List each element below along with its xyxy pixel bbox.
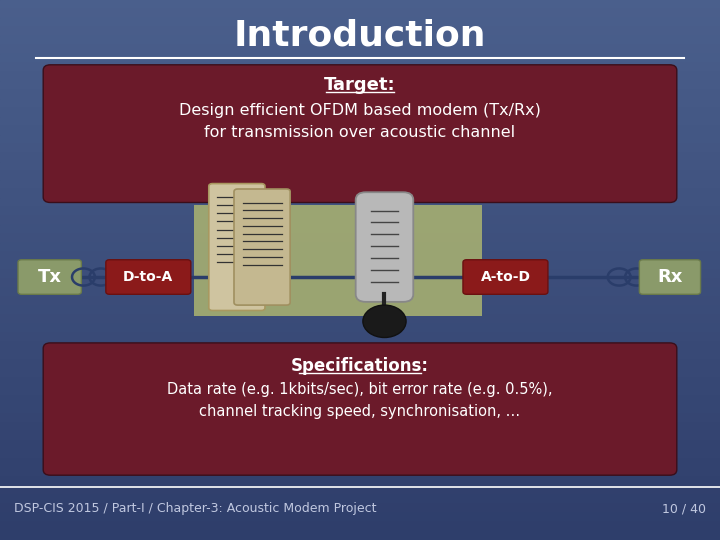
Bar bbox=[0, 252, 720, 261]
Bar bbox=[0, 99, 720, 108]
Bar bbox=[0, 243, 720, 252]
Bar bbox=[0, 405, 720, 414]
Bar bbox=[0, 63, 720, 72]
Bar bbox=[0, 324, 720, 333]
Bar bbox=[0, 279, 720, 288]
Bar bbox=[0, 315, 720, 324]
Bar bbox=[0, 117, 720, 126]
Bar bbox=[0, 459, 720, 468]
Bar bbox=[0, 180, 720, 189]
Bar bbox=[0, 522, 720, 531]
FancyBboxPatch shape bbox=[209, 184, 265, 310]
Text: Specifications:: Specifications: bbox=[291, 357, 429, 375]
Bar bbox=[0, 18, 720, 27]
Bar bbox=[0, 54, 720, 63]
Bar bbox=[0, 189, 720, 198]
Bar bbox=[0, 441, 720, 450]
Bar bbox=[0, 468, 720, 477]
FancyBboxPatch shape bbox=[234, 189, 290, 305]
Bar bbox=[0, 45, 720, 54]
Text: Design efficient OFDM based modem (Tx/Rx): Design efficient OFDM based modem (Tx/Rx… bbox=[179, 103, 541, 118]
Bar bbox=[0, 90, 720, 99]
Text: for transmission over acoustic channel: for transmission over acoustic channel bbox=[204, 125, 516, 140]
Bar bbox=[0, 513, 720, 522]
Bar bbox=[0, 378, 720, 387]
Bar bbox=[0, 0, 720, 9]
Bar bbox=[0, 36, 720, 45]
Bar bbox=[0, 432, 720, 441]
Bar bbox=[0, 288, 720, 297]
FancyBboxPatch shape bbox=[18, 260, 81, 294]
Bar bbox=[0, 108, 720, 117]
Bar bbox=[0, 351, 720, 360]
Bar bbox=[0, 387, 720, 396]
Bar bbox=[0, 297, 720, 306]
Bar bbox=[0, 9, 720, 18]
Bar bbox=[0, 333, 720, 342]
Bar bbox=[0, 423, 720, 432]
Bar bbox=[0, 72, 720, 81]
Circle shape bbox=[363, 305, 406, 338]
Bar bbox=[0, 495, 720, 504]
Bar bbox=[0, 342, 720, 351]
Text: A-to-D: A-to-D bbox=[480, 270, 531, 284]
Bar bbox=[0, 171, 720, 180]
Text: Data rate (e.g. 1kbits/sec), bit error rate (e.g. 0.5%),: Data rate (e.g. 1kbits/sec), bit error r… bbox=[167, 382, 553, 397]
FancyBboxPatch shape bbox=[43, 343, 677, 475]
FancyBboxPatch shape bbox=[106, 260, 191, 294]
Text: 10 / 40: 10 / 40 bbox=[662, 502, 706, 515]
FancyBboxPatch shape bbox=[43, 65, 677, 202]
Bar bbox=[0, 234, 720, 243]
Bar bbox=[0, 81, 720, 90]
Bar bbox=[0, 162, 720, 171]
Bar bbox=[0, 27, 720, 36]
Text: Rx: Rx bbox=[657, 268, 683, 286]
FancyBboxPatch shape bbox=[639, 260, 701, 294]
Bar bbox=[0, 450, 720, 459]
Text: DSP-CIS 2015 / Part-I / Chapter-3: Acoustic Modem Project: DSP-CIS 2015 / Part-I / Chapter-3: Acous… bbox=[14, 502, 377, 515]
Bar bbox=[0, 270, 720, 279]
Bar bbox=[0, 414, 720, 423]
Bar bbox=[0, 369, 720, 378]
Bar bbox=[0, 135, 720, 144]
Text: D-to-A: D-to-A bbox=[123, 270, 174, 284]
Bar bbox=[0, 207, 720, 216]
Text: Tx: Tx bbox=[37, 268, 62, 286]
Bar bbox=[0, 144, 720, 153]
Bar bbox=[0, 486, 720, 495]
Text: Target:: Target: bbox=[324, 76, 396, 94]
Bar bbox=[0, 225, 720, 234]
FancyBboxPatch shape bbox=[356, 192, 413, 302]
Bar bbox=[0, 198, 720, 207]
Bar bbox=[0, 126, 720, 135]
FancyBboxPatch shape bbox=[463, 260, 548, 294]
Bar bbox=[0, 360, 720, 369]
Bar bbox=[0, 531, 720, 540]
Bar bbox=[0, 306, 720, 315]
Text: channel tracking speed, synchronisation, …: channel tracking speed, synchronisation,… bbox=[199, 404, 521, 419]
Bar bbox=[0, 504, 720, 513]
Bar bbox=[0, 396, 720, 405]
Bar bbox=[0, 477, 720, 486]
Bar bbox=[0, 261, 720, 270]
Bar bbox=[0, 153, 720, 162]
Text: Introduction: Introduction bbox=[234, 18, 486, 52]
Bar bbox=[0, 216, 720, 225]
Bar bbox=[194, 205, 482, 316]
